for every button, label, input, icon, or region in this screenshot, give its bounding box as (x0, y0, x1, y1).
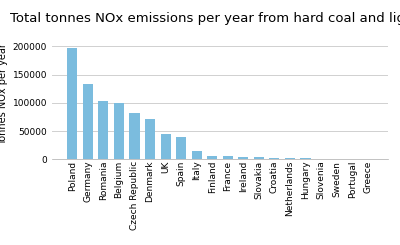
Bar (238, 157, 248, 159)
Bar (285, 158, 295, 159)
Bar (98, 100, 108, 159)
Y-axis label: Tonnes NOx per year: Tonnes NOx per year (0, 43, 8, 145)
Bar (192, 151, 202, 159)
Bar (145, 119, 155, 159)
Bar (114, 103, 124, 159)
Bar (223, 156, 233, 159)
Title: Total tonnes NOx emissions per year from hard coal and lignite: Total tonnes NOx emissions per year from… (10, 12, 400, 25)
Bar (130, 113, 140, 159)
Bar (67, 48, 77, 159)
Bar (269, 158, 280, 159)
Bar (160, 134, 171, 159)
Bar (207, 156, 217, 159)
Bar (176, 137, 186, 159)
Bar (254, 157, 264, 159)
Bar (83, 84, 93, 159)
